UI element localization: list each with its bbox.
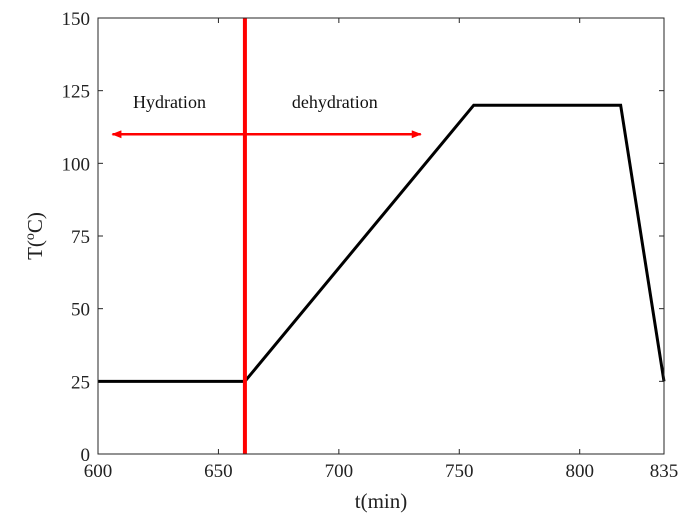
x-tick-label-835: 835: [650, 461, 679, 482]
y-axis-label-head: T(: [23, 240, 47, 260]
x-tick-label-700: 700: [325, 461, 354, 482]
tick-labels: 600 650 700 750 800 835 0 25 50 75 100 125 150: [62, 9, 679, 482]
x-tick-label-650: 650: [204, 461, 233, 482]
y-tick-label-100: 100: [62, 154, 91, 175]
y-axis-label: T(oC): [23, 212, 47, 260]
annotations: Hydration dehydration: [111, 92, 422, 139]
y-tick-label-75: 75: [71, 227, 90, 248]
series-layer: [98, 103, 666, 383]
plot-area: [98, 18, 664, 454]
y-tick-label-25: 25: [71, 372, 90, 393]
y-tick-label-150: 150: [62, 9, 91, 30]
x-tick-label-600: 600: [84, 461, 113, 482]
y-axis-label-tail: C): [23, 212, 47, 233]
x-tick-label-800: 800: [565, 461, 594, 482]
temperature-series-line: [98, 103, 666, 383]
plot-frame: [97, 17, 665, 455]
x-axis-label: t(min): [355, 489, 408, 513]
y-tick-label-125: 125: [62, 82, 91, 103]
y-tick-label-50: 50: [71, 300, 90, 321]
y-axis-label-superscript: o: [23, 233, 38, 240]
dehydration-label: dehydration: [292, 92, 378, 112]
hydration-label: Hydration: [133, 92, 206, 112]
y-tick-label-0: 0: [81, 445, 91, 466]
x-tick-label-750: 750: [445, 461, 474, 482]
